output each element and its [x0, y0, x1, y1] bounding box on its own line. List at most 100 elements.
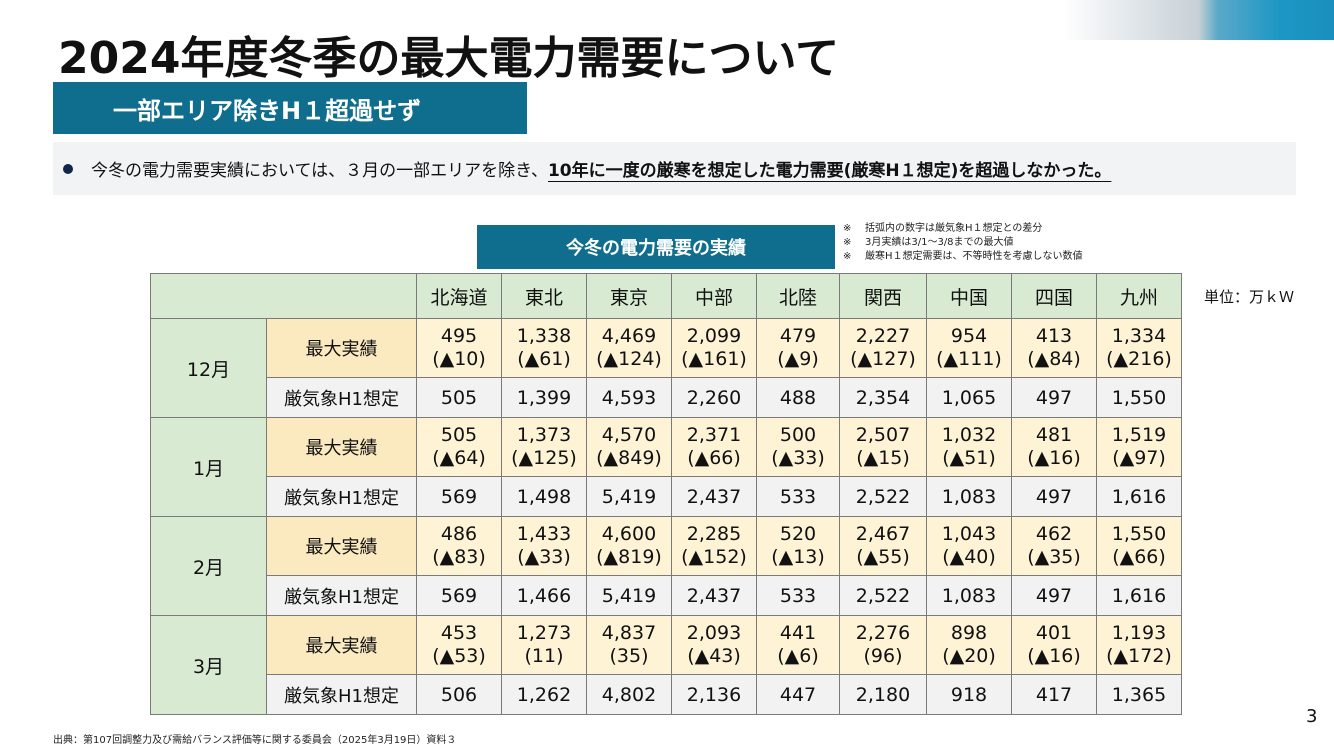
diff-value: (11) [524, 645, 564, 667]
actual-value: 1,433 [516, 523, 572, 545]
actual-value-cell: 486 (▲83) [416, 516, 502, 576]
actual-value: 1,334 [1111, 325, 1167, 347]
note-line: ※ 厳寒H１想定需要は、不等時性を考慮しない数値 [843, 250, 1083, 264]
plan-value-cell: 1,399 [501, 377, 587, 418]
actual-value: 486 [440, 523, 478, 545]
plan-value-cell: 417 [1011, 674, 1097, 715]
actual-value-cell: 481 (▲16) [1011, 417, 1097, 477]
plan-value-cell: 1,616 [1096, 575, 1182, 616]
plan-value-cell: 2,354 [839, 377, 927, 418]
month-cell: 2月 [150, 516, 267, 616]
subtitle-text: 一部エリア除きH１超過せず [113, 96, 422, 125]
diff-value: (▲111) [936, 348, 1002, 370]
region-header: 中国 [926, 273, 1012, 319]
actual-value-cell: 954 (▲111) [926, 318, 1012, 378]
diff-value: (▲40) [942, 546, 996, 568]
region-header: 北海道 [416, 273, 502, 319]
actual-value: 462 [1035, 523, 1073, 545]
plan-value-cell: 2,437 [671, 575, 757, 616]
plan-value-cell: 497 [1011, 575, 1097, 616]
month-cell: 3月 [150, 615, 267, 715]
row-label-plan: 厳気象H1想定 [266, 575, 417, 616]
plan-value-cell: 497 [1011, 476, 1097, 517]
actual-value-cell: 1,338 (▲61) [501, 318, 587, 378]
plan-value-cell: 4,802 [586, 674, 672, 715]
note-text: 括弧内の数字は厳気象H１想定との差分 [865, 223, 1043, 234]
actual-value-cell: 401 (▲16) [1011, 615, 1097, 675]
plan-value-cell: 1,466 [501, 575, 587, 616]
actual-value: 401 [1035, 622, 1073, 644]
actual-value: 495 [440, 325, 478, 347]
actual-value-cell: 500 (▲33) [756, 417, 840, 477]
actual-value-cell: 1,373 (▲125) [501, 417, 587, 477]
actual-value: 1,338 [516, 325, 572, 347]
actual-value-cell: 1,550 (▲66) [1096, 516, 1182, 576]
actual-value-cell: 2,285 (▲152) [671, 516, 757, 576]
plan-value-cell: 1,083 [926, 575, 1012, 616]
actual-value-cell: 2,099 (▲161) [671, 318, 757, 378]
actual-value-cell: 453 (▲53) [416, 615, 502, 675]
summary-text: 今冬の電力需要実績においては、３月の一部エリアを除き、10年に一度の厳寒を想定し… [91, 156, 1111, 181]
actual-value-cell: 2,227 (▲127) [839, 318, 927, 378]
actual-value: 413 [1035, 325, 1073, 347]
actual-value: 479 [779, 325, 817, 347]
actual-value-cell: 4,469 (▲124) [586, 318, 672, 378]
plan-value-cell: 5,419 [586, 575, 672, 616]
table-corner-cell [150, 273, 417, 319]
plan-value-cell: 2,522 [839, 476, 927, 517]
row-label-plan: 厳気象H1想定 [266, 476, 417, 517]
table-notes: ※ 括弧内の数字は厳気象H１想定との差分 ※ 3月実績は3/1～3/8までの最大値 … [843, 222, 1083, 264]
actual-value-cell: 1,433 (▲33) [501, 516, 587, 576]
note-mark: ※ [843, 237, 852, 248]
diff-value: (▲16) [1027, 645, 1081, 667]
actual-value: 4,600 [601, 523, 657, 545]
note-text: 3月実績は3/1～3/8までの最大値 [865, 237, 1014, 248]
diff-value: (96) [863, 645, 903, 667]
actual-value: 505 [440, 424, 478, 446]
actual-value-cell: 2,507 (▲15) [839, 417, 927, 477]
region-header: 東北 [501, 273, 587, 319]
plan-value-cell: 569 [416, 575, 502, 616]
actual-value: 2,093 [686, 622, 742, 644]
demand-table: 北海道 東北 東京 中部 北陸 関西 中国 四国 九州 12月 最大実績 495 (▲… [150, 273, 1182, 715]
diff-value: (▲152) [681, 546, 747, 568]
actual-value-cell: 520 (▲13) [756, 516, 840, 576]
table-caption: 今冬の電力需要の実績 [477, 225, 835, 269]
plan-value-cell: 1,498 [501, 476, 587, 517]
plan-value-cell: 2,260 [671, 377, 757, 418]
actual-value: 2,467 [855, 523, 911, 545]
diff-value: (▲6) [777, 645, 819, 667]
note-line: ※ 3月実績は3/1～3/8までの最大値 [843, 236, 1083, 250]
plan-value-cell: 533 [756, 476, 840, 517]
diff-value: (▲125) [511, 447, 577, 469]
row-label-plan: 厳気象H1想定 [266, 377, 417, 418]
subtitle-banner: 一部エリア除きH１超過せず [53, 82, 527, 134]
actual-value: 453 [440, 622, 478, 644]
header-gradient-bar [1063, 0, 1334, 40]
plan-value-cell: 1,065 [926, 377, 1012, 418]
row-label-actual: 最大実績 [266, 318, 417, 378]
actual-value-cell: 462 (▲35) [1011, 516, 1097, 576]
region-header: 中部 [671, 273, 757, 319]
diff-value: (▲97) [1112, 447, 1166, 469]
actual-value-cell: 2,467 (▲55) [839, 516, 927, 576]
plan-value-cell: 1,262 [501, 674, 587, 715]
actual-value: 1,519 [1111, 424, 1167, 446]
row-label-actual: 最大実績 [266, 417, 417, 477]
actual-value-cell: 441 (▲6) [756, 615, 840, 675]
actual-value-cell: 1,273 (11) [501, 615, 587, 675]
month-cell: 1月 [150, 417, 267, 517]
plan-value-cell: 1,083 [926, 476, 1012, 517]
actual-value-cell: 898 (▲20) [926, 615, 1012, 675]
row-label-actual: 最大実績 [266, 516, 417, 576]
summary-text-emphasis: 10年に一度の厳寒を想定した電力需要(厳寒H１想定)を超過しなかった。 [547, 161, 1112, 181]
plan-value-cell: 2,437 [671, 476, 757, 517]
actual-value-cell: 505 (▲64) [416, 417, 502, 477]
plan-value-cell: 1,550 [1096, 377, 1182, 418]
diff-value: (▲64) [432, 447, 486, 469]
actual-value-cell: 495 (▲10) [416, 318, 502, 378]
summary-bullet: 今冬の電力需要実績においては、３月の一部エリアを除き、10年に一度の厳寒を想定し… [53, 142, 1296, 195]
actual-value-cell: 479 (▲9) [756, 318, 840, 378]
table-header-row: 北海道 東北 東京 中部 北陸 関西 中国 四国 九州 [150, 273, 1182, 319]
actual-value: 1,550 [1111, 523, 1167, 545]
